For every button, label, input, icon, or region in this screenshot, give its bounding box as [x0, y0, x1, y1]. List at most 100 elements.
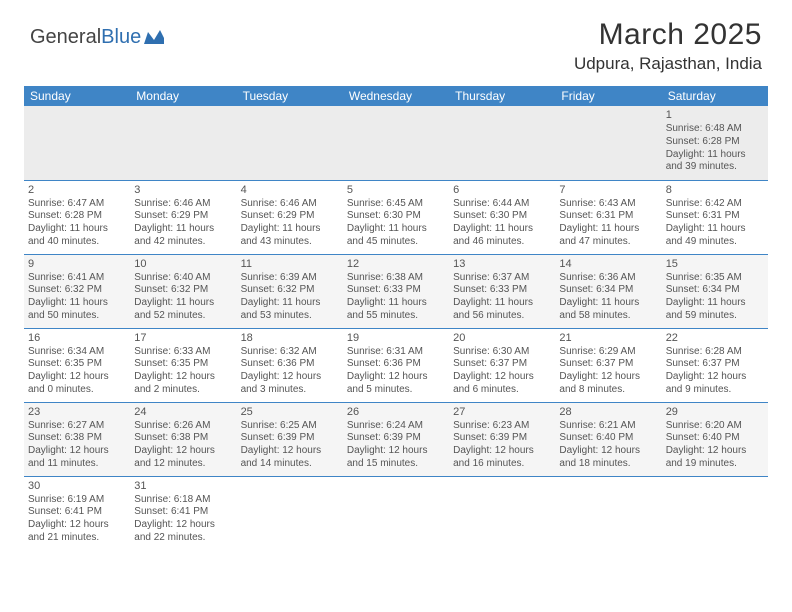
- calendar-cell: 11Sunrise: 6:39 AMSunset: 6:32 PMDayligh…: [237, 254, 343, 328]
- daylight-line: Daylight: 12 hours and 2 minutes.: [134, 371, 215, 395]
- daylight-line: Daylight: 12 hours and 11 minutes.: [28, 445, 109, 469]
- day-header: Monday: [130, 86, 236, 106]
- daylight-line: Daylight: 12 hours and 19 minutes.: [666, 445, 747, 469]
- sunset-line: Sunset: 6:38 PM: [134, 432, 208, 443]
- day-number: 26: [347, 405, 445, 419]
- sunrise-line: Sunrise: 6:38 AM: [347, 272, 423, 283]
- daylight-line: Daylight: 12 hours and 12 minutes.: [134, 445, 215, 469]
- day-number: 5: [347, 183, 445, 197]
- daylight-line: Daylight: 11 hours and 43 minutes.: [241, 223, 321, 247]
- sunrise-line: Sunrise: 6:35 AM: [666, 272, 742, 283]
- day-number: 13: [453, 257, 551, 271]
- sunrise-line: Sunrise: 6:28 AM: [666, 346, 742, 357]
- sunrise-line: Sunrise: 6:25 AM: [241, 420, 317, 431]
- daylight-line: Daylight: 12 hours and 21 minutes.: [28, 519, 109, 543]
- calendar-cell-empty: [343, 476, 449, 550]
- sunrise-line: Sunrise: 6:20 AM: [666, 420, 742, 431]
- daylight-line: Daylight: 11 hours and 59 minutes.: [666, 297, 746, 321]
- sunrise-line: Sunrise: 6:30 AM: [453, 346, 529, 357]
- sunset-line: Sunset: 6:40 PM: [666, 432, 740, 443]
- calendar-cell: 15Sunrise: 6:35 AMSunset: 6:34 PMDayligh…: [662, 254, 768, 328]
- day-number: 10: [134, 257, 232, 271]
- sunrise-line: Sunrise: 6:37 AM: [453, 272, 529, 283]
- calendar-cell-empty: [449, 106, 555, 180]
- sunrise-line: Sunrise: 6:47 AM: [28, 198, 104, 209]
- sunset-line: Sunset: 6:39 PM: [347, 432, 421, 443]
- calendar-cell: 4Sunrise: 6:46 AMSunset: 6:29 PMDaylight…: [237, 180, 343, 254]
- daylight-line: Daylight: 11 hours and 49 minutes.: [666, 223, 746, 247]
- sunrise-line: Sunrise: 6:24 AM: [347, 420, 423, 431]
- calendar-cell: 26Sunrise: 6:24 AMSunset: 6:39 PMDayligh…: [343, 402, 449, 476]
- sunset-line: Sunset: 6:32 PM: [241, 284, 315, 295]
- sunset-line: Sunset: 6:30 PM: [347, 210, 421, 221]
- calendar-cell: 18Sunrise: 6:32 AMSunset: 6:36 PMDayligh…: [237, 328, 343, 402]
- day-header: Saturday: [662, 86, 768, 106]
- daylight-line: Daylight: 11 hours and 39 minutes.: [666, 149, 746, 173]
- sunset-line: Sunset: 6:40 PM: [559, 432, 633, 443]
- day-header: Wednesday: [343, 86, 449, 106]
- day-number: 23: [28, 405, 126, 419]
- calendar-cell: 13Sunrise: 6:37 AMSunset: 6:33 PMDayligh…: [449, 254, 555, 328]
- day-number: 14: [559, 257, 657, 271]
- day-number: 11: [241, 257, 339, 271]
- calendar-cell: 29Sunrise: 6:20 AMSunset: 6:40 PM Dayligh…: [662, 402, 768, 476]
- daylight-line: Daylight: 11 hours and 53 minutes.: [241, 297, 321, 321]
- sunset-line: Sunset: 6:29 PM: [134, 210, 208, 221]
- calendar-cell: 16Sunrise: 6:34 AMSunset: 6:35 PMDayligh…: [24, 328, 130, 402]
- month-title: March 2025: [574, 18, 762, 52]
- sunrise-line: Sunrise: 6:23 AM: [453, 420, 529, 431]
- calendar-row: 23Sunrise: 6:27 AMSunset: 6:38 PMDayligh…: [24, 402, 768, 476]
- sunset-line: Sunset: 6:31 PM: [559, 210, 633, 221]
- day-number: 16: [28, 331, 126, 345]
- day-number: 29: [666, 405, 764, 419]
- calendar-cell: 30Sunrise: 6:19 AMSunset: 6:41 PMDayligh…: [24, 476, 130, 550]
- daylight-line: Daylight: 12 hours and 16 minutes.: [453, 445, 534, 469]
- logo-flag-icon: [144, 30, 166, 46]
- sunset-line: Sunset: 6:39 PM: [241, 432, 315, 443]
- sunset-line: Sunset: 6:28 PM: [28, 210, 102, 221]
- calendar-cell-empty: [662, 476, 768, 550]
- daylight-line: Daylight: 11 hours and 55 minutes.: [347, 297, 427, 321]
- day-number: 3: [134, 183, 232, 197]
- calendar-cell: 19Sunrise: 6:31 AMSunset: 6:36 PMDayligh…: [343, 328, 449, 402]
- logo: GeneralBlue: [30, 26, 166, 49]
- calendar-cell-empty: [555, 106, 661, 180]
- calendar-cell: 5Sunrise: 6:45 AMSunset: 6:30 PMDaylight…: [343, 180, 449, 254]
- sunset-line: Sunset: 6:34 PM: [559, 284, 633, 295]
- sunset-line: Sunset: 6:35 PM: [134, 358, 208, 369]
- day-number: 30: [28, 479, 126, 493]
- calendar-cell: 7Sunrise: 6:43 AMSunset: 6:31 PMDaylight…: [555, 180, 661, 254]
- day-header: Thursday: [449, 86, 555, 106]
- day-number: 22: [666, 331, 764, 345]
- day-number: 19: [347, 331, 445, 345]
- sunset-line: Sunset: 6:33 PM: [453, 284, 527, 295]
- sunset-line: Sunset: 6:35 PM: [28, 358, 102, 369]
- sunset-line: Sunset: 6:38 PM: [28, 432, 102, 443]
- sunrise-line: Sunrise: 6:44 AM: [453, 198, 529, 209]
- sunset-line: Sunset: 6:32 PM: [28, 284, 102, 295]
- daylight-line: Daylight: 12 hours and 22 minutes.: [134, 519, 215, 543]
- day-number: 21: [559, 331, 657, 345]
- calendar-cell: 23Sunrise: 6:27 AMSunset: 6:38 PMDayligh…: [24, 402, 130, 476]
- calendar-cell: 24Sunrise: 6:26 AMSunset: 6:38 PMDayligh…: [130, 402, 236, 476]
- logo-text-1: General: [30, 26, 101, 49]
- daylight-line: Daylight: 11 hours and 52 minutes.: [134, 297, 214, 321]
- sunrise-line: Sunrise: 6:46 AM: [134, 198, 210, 209]
- daylight-line: Daylight: 12 hours and 9 minutes.: [666, 371, 747, 395]
- calendar-cell: 10Sunrise: 6:40 AMSunset: 6:32 PMDayligh…: [130, 254, 236, 328]
- calendar-cell: 28Sunrise: 6:21 AMSunset: 6:40 PMDayligh…: [555, 402, 661, 476]
- calendar-cell-empty: [343, 106, 449, 180]
- sunrise-line: Sunrise: 6:46 AM: [241, 198, 317, 209]
- sunset-line: Sunset: 6:31 PM: [666, 210, 740, 221]
- calendar-row: 16Sunrise: 6:34 AMSunset: 6:35 PMDayligh…: [24, 328, 768, 402]
- calendar-cell: 25Sunrise: 6:25 AMSunset: 6:39 PMDayligh…: [237, 402, 343, 476]
- day-number: 31: [134, 479, 232, 493]
- sunrise-line: Sunrise: 6:48 AM: [666, 123, 742, 134]
- calendar-cell-empty: [237, 476, 343, 550]
- sunset-line: Sunset: 6:28 PM: [666, 136, 740, 147]
- sunrise-line: Sunrise: 6:42 AM: [666, 198, 742, 209]
- sunrise-line: Sunrise: 6:29 AM: [559, 346, 635, 357]
- daylight-line: Daylight: 12 hours and 6 minutes.: [453, 371, 534, 395]
- sunset-line: Sunset: 6:39 PM: [453, 432, 527, 443]
- day-number: 7: [559, 183, 657, 197]
